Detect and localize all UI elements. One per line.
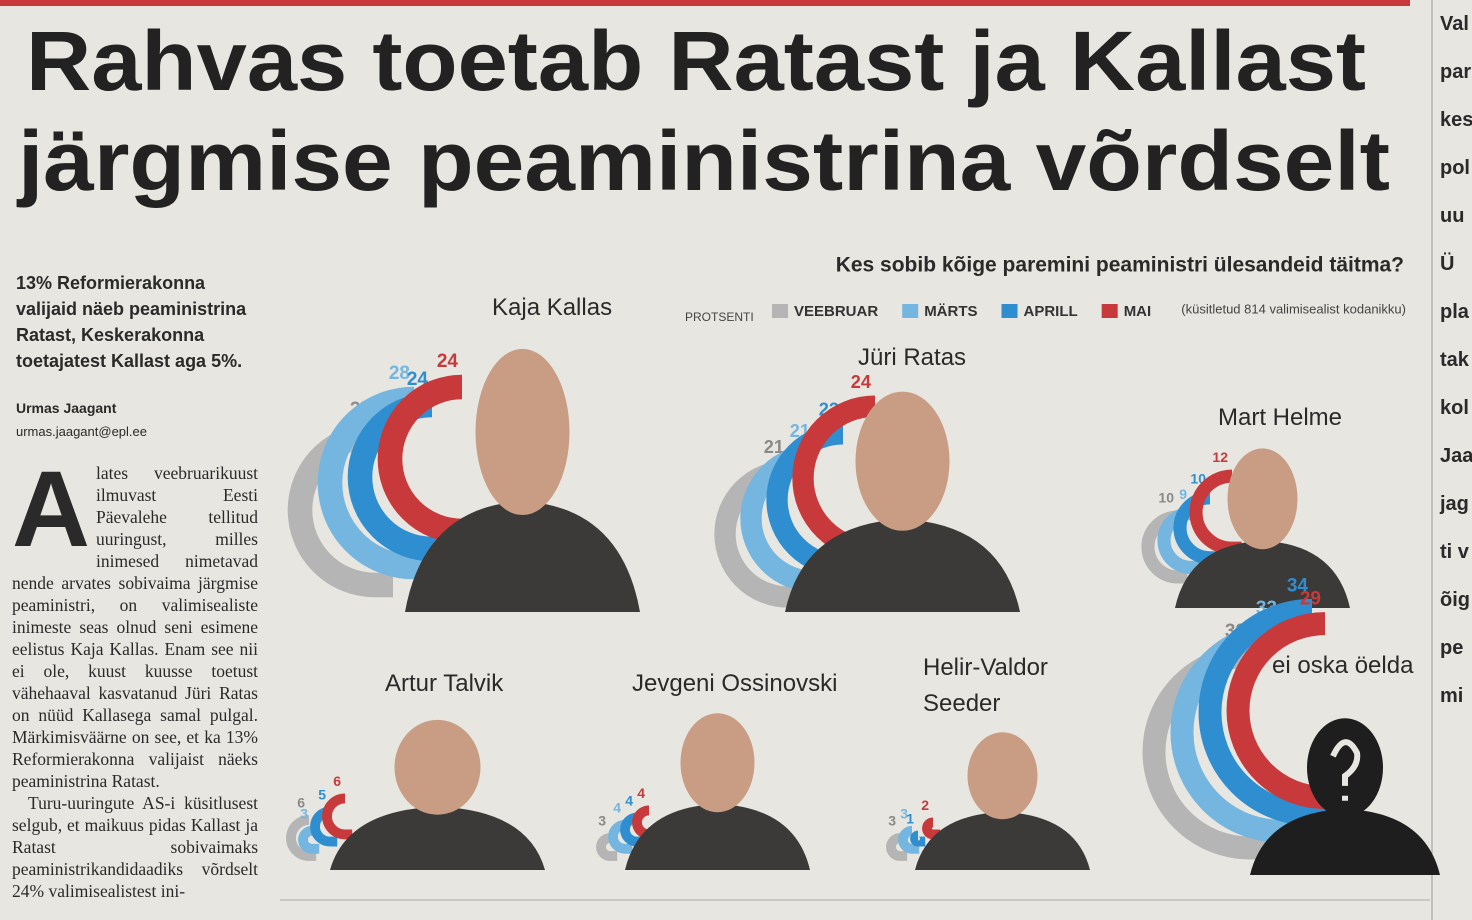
value-label: 6	[297, 795, 305, 811]
photo-body	[915, 812, 1090, 870]
chart-title: Kes sobib kõige paremini peaministri üle…	[836, 254, 1404, 277]
photo-body	[1250, 809, 1440, 875]
paragraph: Alates veebruarikuust ilmuvast Eesti Päe…	[12, 448, 258, 791]
photo-body	[785, 519, 1020, 612]
value-label: 34	[1287, 575, 1309, 596]
side-fragment: Val	[1440, 13, 1469, 35]
side-fragment: uu	[1440, 205, 1465, 227]
legend-swatch	[902, 304, 919, 318]
arc-bar	[1189, 469, 1242, 555]
value-label: 21	[764, 437, 784, 457]
side-fragment: jag	[1440, 493, 1469, 515]
value-label: 4	[613, 800, 621, 816]
photo-body	[1175, 540, 1350, 608]
value-label: 4	[625, 792, 633, 808]
legend-label: MÄRTS	[924, 303, 977, 320]
photo-head	[1227, 448, 1298, 550]
value-label: 10	[1158, 490, 1174, 506]
headline: Rahvas toetab Ratast ja Kallast	[26, 14, 1366, 108]
value-label: 5	[318, 786, 326, 802]
value-label: 1	[906, 810, 914, 826]
unit-label: PROTSENTI	[685, 310, 754, 324]
side-fragment: tak	[1440, 349, 1469, 371]
legend-swatch	[772, 304, 788, 318]
value-label: 3	[598, 813, 606, 829]
author-email: urmas.jaagant@epl.ee	[16, 424, 147, 439]
value-label: 9	[1179, 486, 1187, 502]
person-name: ei oska öelda	[1272, 652, 1414, 679]
headline: järgmise peaministrina võrdselt	[16, 114, 1390, 208]
legend-label: APRILL	[1024, 303, 1078, 320]
question-mark-icon	[1330, 739, 1361, 801]
value-label: 3	[888, 813, 896, 829]
value-label: 6	[333, 773, 341, 789]
paragraph: Turu-uuringute AS-i küsitlusest selgub, …	[12, 793, 258, 901]
side-fragment: kes	[1440, 109, 1472, 131]
arc-bar	[898, 825, 920, 854]
person-name: Jüri Ratas	[858, 344, 967, 371]
value-label: 24	[437, 351, 459, 372]
person-name: Jevgeni Ossinovski	[632, 670, 838, 697]
arc-bar	[620, 812, 645, 847]
arc-bar	[322, 793, 353, 840]
photo-head	[394, 719, 481, 815]
arc-bar	[922, 817, 941, 840]
arc-bar	[1226, 612, 1342, 810]
photo-body	[405, 501, 640, 612]
photo-head	[967, 732, 1038, 820]
photo-body	[330, 806, 545, 870]
arc-bar	[608, 819, 633, 854]
value-label: 29	[1300, 589, 1321, 610]
side-fragment: mi	[1440, 685, 1464, 707]
arc-bar	[1198, 598, 1329, 826]
side-fragment: ti v	[1440, 541, 1469, 563]
article: Alates veebruarikuust ilmuvast Eesti Päe…	[12, 448, 258, 902]
arc-bar	[910, 830, 926, 847]
arc-bar	[317, 386, 432, 580]
side-fragment: õig	[1440, 589, 1470, 611]
photo-body	[625, 804, 810, 870]
photo-head	[680, 713, 755, 813]
survey-note: (küsitletud 814 valimisealist kodanikku)	[1181, 301, 1406, 316]
author-name: Urmas Jaagant	[16, 400, 117, 416]
arc-bar	[286, 815, 317, 861]
photo-head	[1307, 718, 1383, 818]
top-bar	[0, 0, 1410, 6]
arc-bar	[298, 825, 320, 854]
value-label: 24	[851, 372, 872, 392]
value-label: 3	[900, 806, 908, 822]
side-fragment: pe	[1440, 637, 1464, 659]
person-name: Artur Talvik	[385, 670, 504, 697]
value-label: 28	[389, 363, 410, 384]
photo-head	[475, 348, 570, 516]
person-name: Mart Helme	[1218, 404, 1343, 431]
person-name: Kaja Kallas	[492, 294, 613, 321]
arc-bar	[377, 374, 480, 544]
side-fragment: pla	[1440, 301, 1469, 323]
arc-bar	[596, 833, 618, 861]
value-label: 2	[921, 797, 929, 813]
value-label: 12	[1212, 449, 1228, 465]
side-fragment: Jaa	[1440, 445, 1472, 467]
photo-head	[855, 391, 950, 531]
person-name: Helir-Valdor Seeder	[923, 654, 1048, 717]
side-fragment: Ü	[1440, 253, 1455, 275]
legend-swatch	[1001, 304, 1018, 318]
side-fragment: kol	[1440, 397, 1469, 419]
arc-bar	[886, 833, 908, 861]
legend-label: VEEBRUAR	[794, 303, 878, 320]
side-fragment: pol	[1440, 157, 1470, 179]
lede: 13% Reformierakonna valijaid näeb peamin…	[16, 273, 247, 371]
value-label: 3	[300, 806, 308, 822]
value-label: 4	[637, 785, 645, 801]
legend-swatch	[1101, 304, 1118, 318]
side-fragment: par	[1440, 61, 1472, 83]
legend-label: MAI	[1124, 303, 1152, 320]
